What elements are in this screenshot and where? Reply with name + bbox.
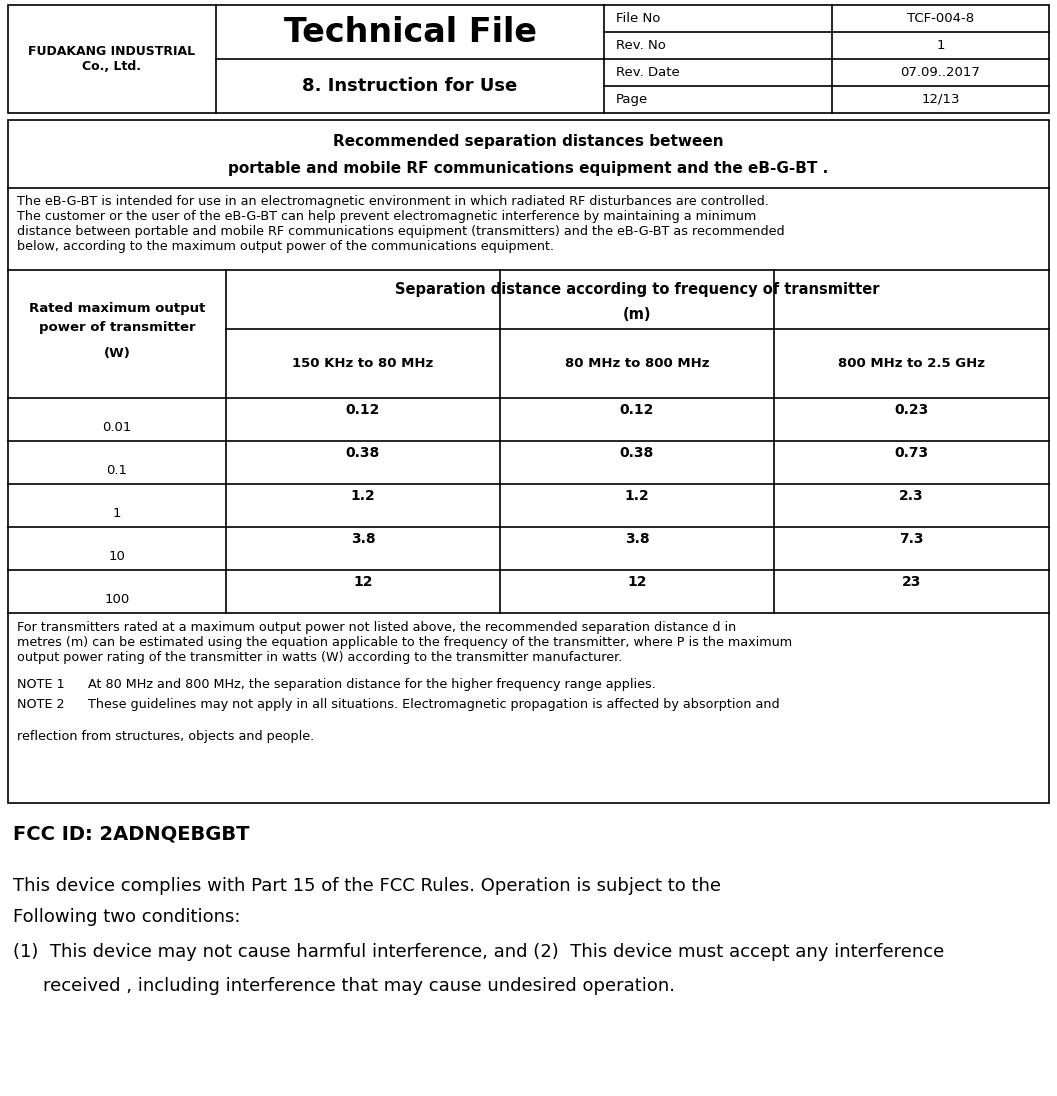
Text: At 80 MHz and 800 MHz, the separation distance for the higher frequency range ap: At 80 MHz and 800 MHz, the separation di…	[88, 678, 656, 690]
Text: FUDAKANG INDUSTRIAL
Co., Ltd.: FUDAKANG INDUSTRIAL Co., Ltd.	[29, 45, 196, 73]
Text: 0.38: 0.38	[346, 446, 381, 460]
Text: 7.3: 7.3	[900, 532, 924, 546]
Text: 0.23: 0.23	[894, 403, 929, 418]
Bar	[8, 119, 1049, 803]
Text: 07.09..2017: 07.09..2017	[901, 66, 981, 79]
Text: 3.8: 3.8	[625, 532, 649, 546]
Text: FCC ID: 2ADNQEBGBT: FCC ID: 2ADNQEBGBT	[13, 825, 249, 844]
Text: 0.01: 0.01	[103, 421, 132, 434]
Text: (1)  This device may not cause harmful interference, and (2)  This device must a: (1) This device may not cause harmful in…	[13, 943, 944, 961]
Text: 8. Instruction for Use: 8. Instruction for Use	[302, 77, 518, 95]
Text: reflection from structures, objects and people.: reflection from structures, objects and …	[17, 730, 314, 743]
Text: Rev. Date: Rev. Date	[616, 66, 680, 79]
Text: portable and mobile RF communications equipment and the eB-G-BT .: portable and mobile RF communications eq…	[228, 161, 829, 176]
Text: 0.1: 0.1	[107, 464, 128, 477]
Bar	[8, 5, 1049, 113]
Text: 80 MHz to 800 MHz: 80 MHz to 800 MHz	[564, 357, 709, 370]
Text: 150 KHz to 80 MHz: 150 KHz to 80 MHz	[293, 357, 433, 370]
Text: 0.73: 0.73	[894, 446, 928, 460]
Text: Rev. No: Rev. No	[616, 39, 666, 52]
Text: Page: Page	[616, 93, 648, 106]
Text: 1: 1	[113, 506, 122, 520]
Text: These guidelines may not apply in all situations. Electromagnetic propagation is: These guidelines may not apply in all si…	[88, 698, 780, 711]
Text: 0.12: 0.12	[619, 403, 654, 418]
Text: 12: 12	[353, 575, 373, 589]
Text: The eB-G-BT is intended for use in an electromagnetic environment in which radia: The eB-G-BT is intended for use in an el…	[17, 195, 784, 253]
Text: 12/13: 12/13	[922, 93, 960, 106]
Text: 1: 1	[937, 39, 945, 52]
Text: TCF-004-8: TCF-004-8	[907, 12, 975, 25]
Text: 1.2: 1.2	[351, 489, 375, 503]
Text: 0.12: 0.12	[346, 403, 381, 418]
Text: power of transmitter: power of transmitter	[39, 321, 196, 334]
Text: Technical File: Technical File	[283, 15, 537, 48]
Text: (W): (W)	[104, 346, 130, 359]
Text: Recommended separation distances between: Recommended separation distances between	[333, 135, 724, 149]
Text: This device complies with Part 15 of the FCC Rules. Operation is subject to the: This device complies with Part 15 of the…	[13, 877, 721, 895]
Text: 0.38: 0.38	[619, 446, 654, 460]
Text: Rated maximum output: Rated maximum output	[29, 301, 205, 315]
Text: File No: File No	[616, 12, 661, 25]
Text: 23: 23	[902, 575, 922, 589]
Text: NOTE 1: NOTE 1	[17, 678, 64, 690]
Text: NOTE 2: NOTE 2	[17, 698, 64, 711]
Text: (m): (m)	[624, 307, 652, 322]
Text: 2.3: 2.3	[900, 489, 924, 503]
Text: 3.8: 3.8	[351, 532, 375, 546]
Text: For transmitters rated at a maximum output power not listed above, the recommend: For transmitters rated at a maximum outp…	[17, 621, 792, 664]
Text: 1.2: 1.2	[625, 489, 649, 503]
Text: 100: 100	[105, 593, 130, 606]
Text: Following two conditions:: Following two conditions:	[13, 907, 241, 926]
Text: 10: 10	[109, 550, 126, 562]
Text: Separation distance according to frequency of transmitter: Separation distance according to frequen…	[395, 282, 879, 297]
Text: 800 MHz to 2.5 GHz: 800 MHz to 2.5 GHz	[838, 357, 985, 370]
Text: received , including interference that may cause undesired operation.: received , including interference that m…	[43, 977, 675, 995]
Text: 12: 12	[627, 575, 647, 589]
